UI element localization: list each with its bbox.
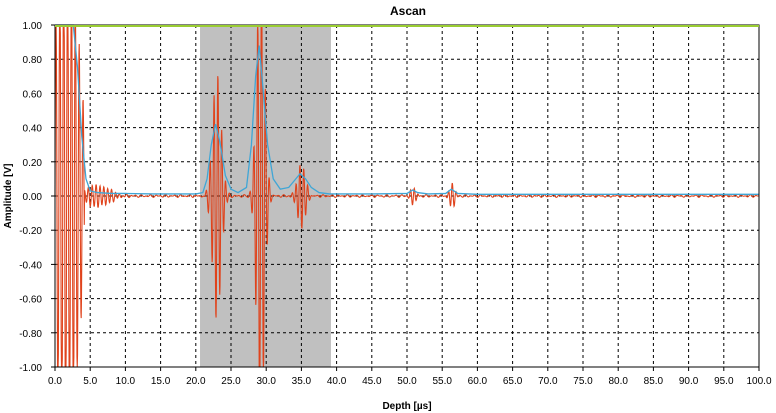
x-tick-label: 0.0: [48, 376, 62, 387]
x-tick-label: 5.0: [83, 376, 97, 387]
x-tick-label: 40.0: [327, 376, 347, 387]
x-tick-label: 75.0: [573, 376, 593, 387]
x-tick-label: 80.0: [608, 376, 628, 387]
y-tick-label: 0.80: [23, 55, 43, 66]
x-tick-label: 70.0: [538, 376, 558, 387]
y-tick-label: -0.60: [19, 295, 42, 306]
y-tick-labels: 1.00 0.80 0.60 0.40 0.20 0.00 -0.20 -0.40 -0.60 -…: [19, 21, 55, 374]
x-tick-label: 35.0: [292, 376, 312, 387]
envelope-series: [55, 24, 759, 195]
envelope-line: [55, 24, 759, 195]
y-tick-label: 0.20: [23, 158, 43, 169]
x-tick-label: 55.0: [432, 376, 452, 387]
x-tick-label: 10.0: [116, 376, 136, 387]
x-tick-label: 85.0: [644, 376, 664, 387]
y-tick-label: -1.00: [19, 363, 42, 374]
x-tick-labels: 0.0 5.0 10.0 15.0 20.0 25.0 30.0 35.0 40.0 45.0 50…: [48, 367, 772, 387]
x-tick-label: 65.0: [503, 376, 523, 387]
y-tick-label: -0.80: [19, 329, 42, 340]
y-tick-label: 0.60: [23, 89, 43, 100]
x-tick-label: 50.0: [397, 376, 417, 387]
x-tick-label: 45.0: [362, 376, 382, 387]
x-tick-label: 60.0: [468, 376, 488, 387]
y-tick-label: 1.00: [23, 21, 43, 32]
chart-title: Ascan: [390, 4, 426, 18]
x-tick-label: 25.0: [221, 376, 241, 387]
x-tick-label: 95.0: [714, 376, 734, 387]
signal-line: [54, 24, 760, 368]
y-tick-label: 0.00: [23, 192, 43, 203]
y-tick-label: -0.40: [19, 260, 42, 271]
x-tick-label: 90.0: [679, 376, 699, 387]
x-tick-label: 100.0: [746, 376, 771, 387]
y-tick-label: -0.20: [19, 226, 42, 237]
x-axis-title: Depth [µs]: [382, 401, 431, 412]
x-tick-label: 20.0: [186, 376, 206, 387]
x-tick-label: 30.0: [256, 376, 276, 387]
y-axis-title: Amplitude [V]: [3, 164, 14, 229]
y-tick-label: 0.40: [23, 124, 43, 135]
x-tick-label: 15.0: [151, 376, 171, 387]
signal-series: [54, 24, 760, 368]
